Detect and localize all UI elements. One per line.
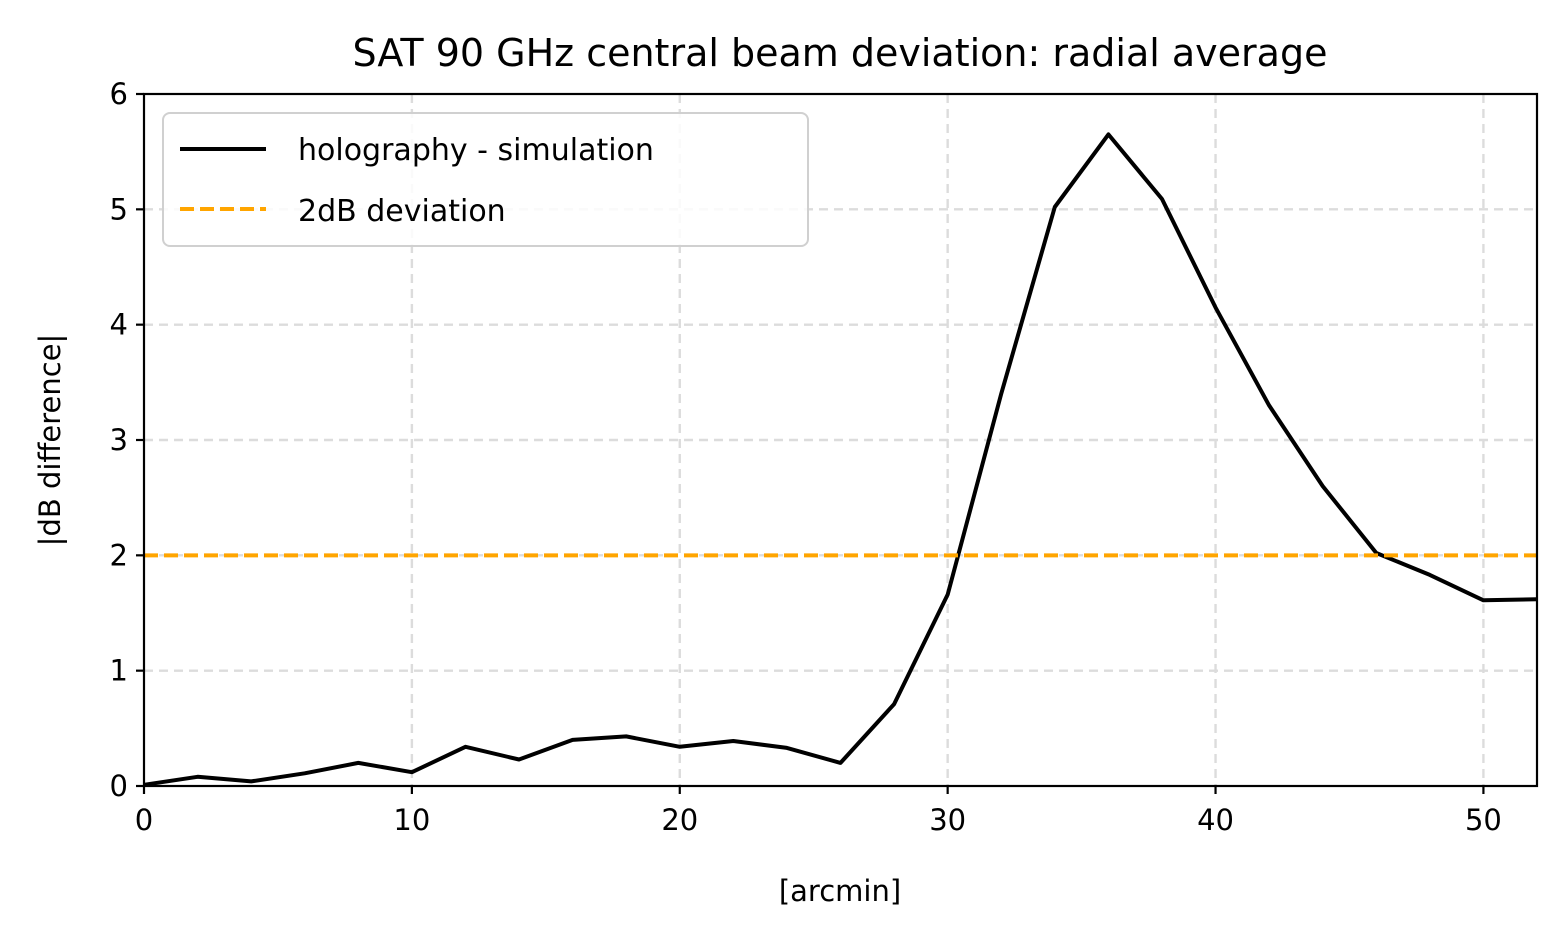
x-tick-label: 40 [1197, 803, 1234, 837]
legend-box [162, 112, 809, 247]
y-tick-label: 1 [110, 654, 128, 688]
y-tick-label: 3 [110, 423, 128, 457]
legend-label-holography: holography - simulation [298, 133, 654, 168]
y-tick-label: 5 [110, 192, 128, 226]
y-tick-label: 4 [110, 308, 128, 342]
legend-label-2db: 2dB deviation [298, 194, 506, 229]
series-layer [143, 132, 1538, 787]
x-tick-label: 30 [929, 803, 966, 837]
x-tick-label: 10 [393, 803, 430, 837]
legend: holography - simulation 2dB deviation [162, 112, 809, 247]
y-axis-label: |dB difference| [33, 334, 67, 547]
y-tick-label: 2 [110, 538, 128, 572]
grid [144, 94, 1537, 786]
series-line-holography [143, 132, 1538, 787]
x-tick-label: 20 [661, 803, 698, 837]
y-tick-label: 0 [110, 769, 128, 803]
x-tick-label: 0 [135, 803, 153, 837]
x-tick-label: 50 [1465, 803, 1502, 837]
y-tick-label: 6 [110, 77, 128, 111]
x-axis-label: [arcmin] [779, 874, 901, 908]
chart-title: SAT 90 GHz central beam deviation: radia… [353, 31, 1328, 75]
axis-ticks: 0 10 20 30 40 50 0 1 2 3 4 5 6 [110, 77, 1502, 837]
